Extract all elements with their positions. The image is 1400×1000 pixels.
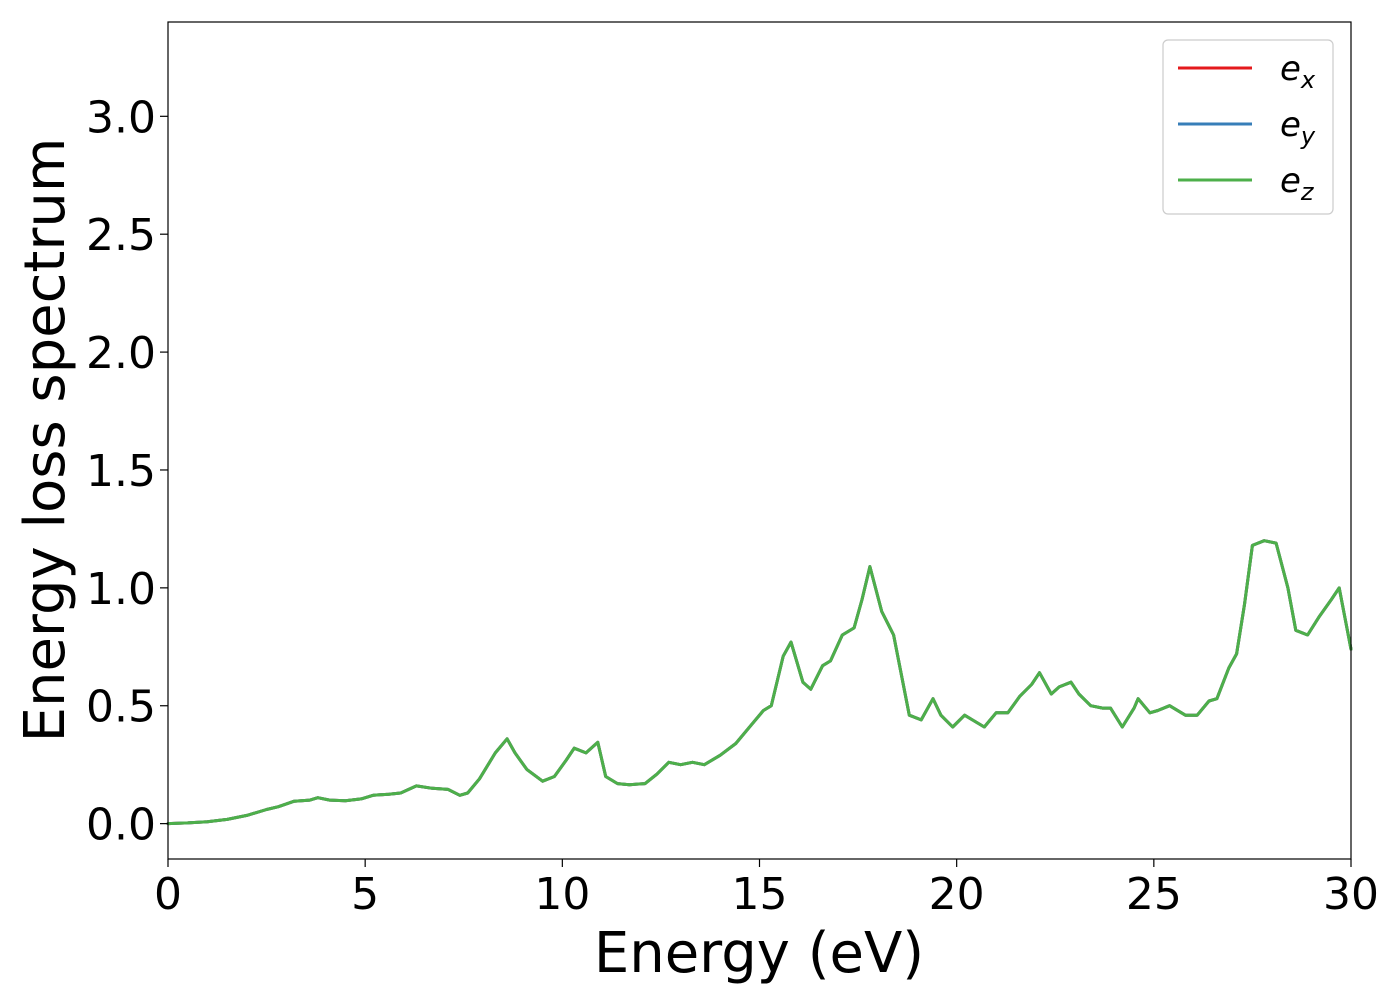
y-tick-label: 2.5 [86,210,156,261]
series-line-e-z [166,539,1353,826]
legend-label-x: ex [1280,49,1316,94]
y-ticks: 0.0 0.5 1.0 1.5 2.0 2.5 3.0 [86,92,168,851]
y-tick-label: 3.0 [86,92,156,143]
series-layer [166,539,1353,826]
x-tick-label: 0 [154,869,182,920]
x-tick-label: 15 [732,869,788,920]
legend-label-y: ey [1280,105,1316,150]
x-tick-label: 25 [1126,869,1182,920]
y-tick-label: 0.5 [86,682,156,733]
x-tick-label: 30 [1323,869,1379,920]
legend: ex ey ez [1162,39,1334,215]
y-axis-label: Energy loss spectrum [13,138,78,743]
x-tick-label: 10 [534,869,590,920]
legend-label-z: ez [1280,161,1315,206]
x-tick-label: 5 [351,869,379,920]
x-axis-label: Energy (eV) [594,921,924,986]
x-tick-label: 20 [929,869,985,920]
y-tick-label: 1.0 [86,564,156,615]
legend-items: ex ey ez [1178,49,1316,206]
legend-box [1162,39,1334,215]
y-tick-label: 2.0 [86,328,156,379]
x-ticks: 0 5 10 15 20 25 30 [154,859,1379,920]
y-tick-label: 0.0 [86,800,156,851]
y-tick-label: 1.5 [86,446,156,497]
